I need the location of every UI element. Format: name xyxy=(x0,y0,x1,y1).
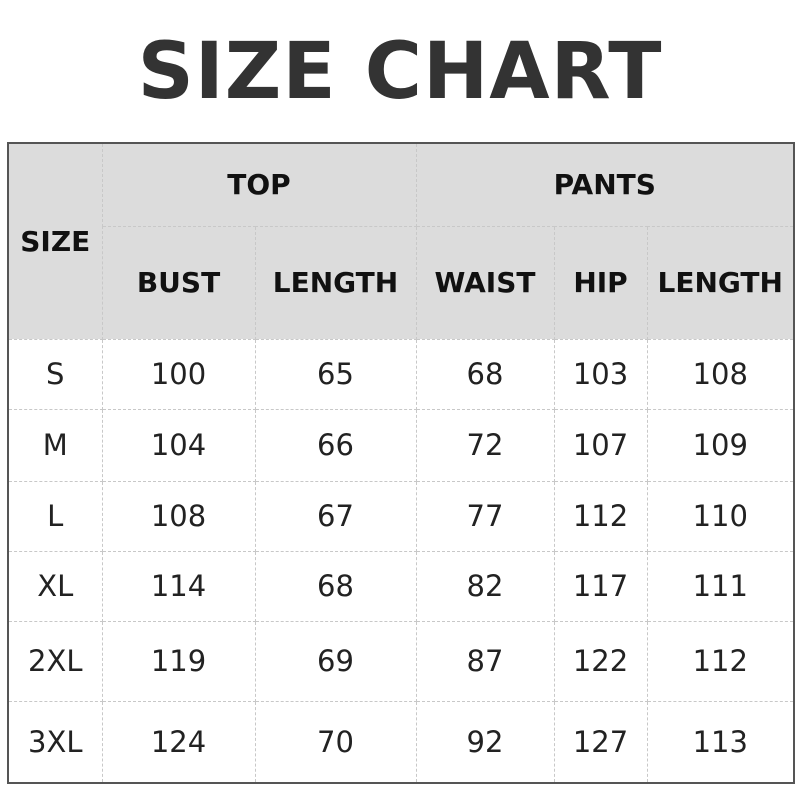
cell-hip: 117 xyxy=(553,550,648,622)
cell-top-length: 67 xyxy=(254,480,417,552)
cell-top-length: 65 xyxy=(254,338,417,410)
table-row: L 108 67 77 112 110 xyxy=(7,480,795,552)
cell-waist: 68 xyxy=(415,338,555,410)
cell-size: XL xyxy=(7,550,103,622)
table-row: 2XL 119 69 87 122 112 xyxy=(7,620,795,702)
cell-pants-length: 109 xyxy=(646,408,795,482)
table-row: S 100 65 68 103 108 xyxy=(7,338,795,410)
cell-size: M xyxy=(7,408,103,482)
column-header-pants-length: LENGTH xyxy=(646,225,795,340)
cell-pants-length: 110 xyxy=(646,480,795,552)
cell-size: S xyxy=(7,338,103,410)
cell-pants-length: 108 xyxy=(646,338,795,410)
cell-bust: 104 xyxy=(101,408,256,482)
table-row: 3XL 124 70 92 127 113 xyxy=(7,700,795,784)
group-header-top: TOP xyxy=(101,142,417,227)
cell-top-length: 68 xyxy=(254,550,417,622)
cell-bust: 114 xyxy=(101,550,256,622)
cell-size: 3XL xyxy=(7,700,103,784)
cell-waist: 82 xyxy=(415,550,555,622)
column-header-bust: BUST xyxy=(101,225,256,340)
cell-waist: 77 xyxy=(415,480,555,552)
column-header-hip: HIP xyxy=(553,225,648,340)
table-row: XL 114 68 82 117 111 xyxy=(7,550,795,622)
cell-bust: 100 xyxy=(101,338,256,410)
column-header-waist: WAIST xyxy=(415,225,555,340)
cell-pants-length: 111 xyxy=(646,550,795,622)
cell-hip: 127 xyxy=(553,700,648,784)
cell-hip: 107 xyxy=(553,408,648,482)
cell-bust: 119 xyxy=(101,620,256,702)
cell-hip: 112 xyxy=(553,480,648,552)
cell-size: 2XL xyxy=(7,620,103,702)
group-header-pants: PANTS xyxy=(415,142,795,227)
cell-pants-length: 112 xyxy=(646,620,795,702)
cell-bust: 124 xyxy=(101,700,256,784)
cell-hip: 103 xyxy=(553,338,648,410)
cell-waist: 92 xyxy=(415,700,555,784)
table-row: M 104 66 72 107 109 xyxy=(7,408,795,482)
size-header: SIZE xyxy=(7,142,103,340)
cell-top-length: 69 xyxy=(254,620,417,702)
column-header-top-length: LENGTH xyxy=(254,225,417,340)
cell-hip: 122 xyxy=(553,620,648,702)
cell-pants-length: 113 xyxy=(646,700,795,784)
cell-size: L xyxy=(7,480,103,552)
cell-waist: 87 xyxy=(415,620,555,702)
cell-waist: 72 xyxy=(415,408,555,482)
cell-top-length: 66 xyxy=(254,408,417,482)
cell-top-length: 70 xyxy=(254,700,417,784)
size-chart-table: SIZE TOP PANTS BUST LENGTH WAIST HIP LEN… xyxy=(7,142,795,784)
page-title: SIZE CHART xyxy=(137,27,663,117)
cell-bust: 108 xyxy=(101,480,256,552)
